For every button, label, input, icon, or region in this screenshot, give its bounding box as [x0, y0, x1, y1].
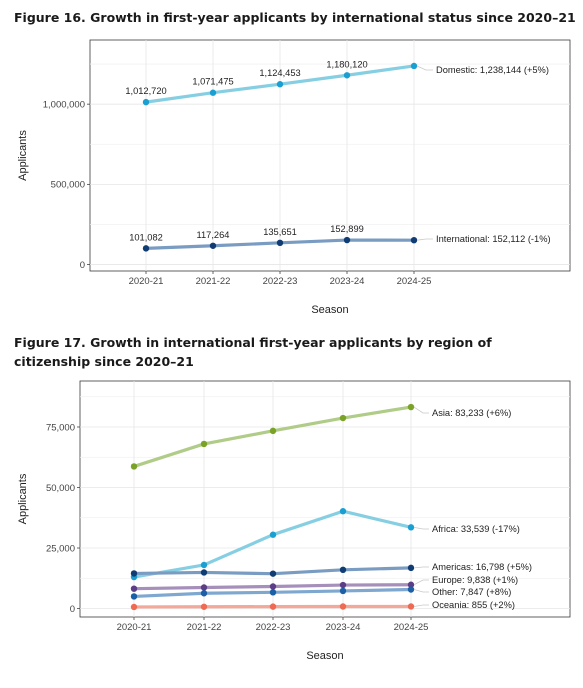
y-tick-label: 1,000,000 — [43, 99, 85, 110]
international-data-label: 135,651 — [263, 227, 297, 237]
domestic-data-point — [142, 98, 150, 106]
oceania-data-point — [407, 603, 415, 610]
europe-data-point — [407, 581, 415, 588]
oceania-data-point — [269, 603, 277, 610]
international-end-label-leader — [416, 238, 433, 241]
asia-data-point — [339, 414, 347, 422]
americas-end-label-leader — [413, 566, 429, 569]
asia-data-point — [130, 463, 138, 470]
x-tick-label: 2023-24 — [330, 276, 365, 287]
europe-end-label: Europe: 9,838 (+1%) — [432, 575, 518, 585]
africa-end-label-leader — [413, 526, 429, 530]
international-data-point — [343, 236, 351, 244]
other-data-point — [200, 590, 208, 597]
africa-data-point — [269, 531, 277, 538]
domestic-end-label: Domestic: 1,238,144 (+5%) — [436, 65, 549, 75]
europe-data-point — [269, 583, 277, 590]
y-tick-label: 0 — [70, 604, 75, 615]
domestic-data-label: 1,180,120 — [326, 59, 367, 69]
europe-data-point — [339, 581, 347, 589]
x-tick-label: 2020-21 — [117, 622, 152, 633]
y-axis-title: Applicants — [17, 473, 29, 524]
asia-data-point — [407, 403, 415, 411]
domestic-data-point — [209, 89, 217, 96]
international-data-label: 152,899 — [330, 224, 364, 234]
americas-data-point — [200, 569, 208, 576]
y-tick-label: 0 — [80, 260, 85, 271]
europe-data-point — [200, 584, 208, 591]
other-data-point — [130, 593, 138, 600]
international-data-point — [142, 245, 150, 252]
domestic-end-label-leader — [416, 65, 433, 71]
asia-end-label: Asia: 83,233 (+6%) — [432, 408, 511, 418]
x-axis-title: Season — [311, 304, 348, 316]
europe-data-point — [130, 585, 138, 592]
international-end-label: International: 152,112 (-1%) — [436, 234, 551, 244]
other-data-point — [269, 589, 277, 596]
africa-data-point — [407, 524, 415, 531]
other-data-point — [339, 587, 347, 595]
americas-data-point — [269, 570, 277, 577]
x-tick-label: 2023-24 — [326, 622, 361, 633]
africa-data-point — [339, 508, 347, 515]
oceania-end-label: Oceania: 855 (+2%) — [432, 600, 515, 610]
international-data-label: 117,264 — [197, 230, 230, 240]
oceania-data-point — [339, 603, 347, 610]
y-axis-title: Applicants — [17, 130, 29, 181]
domestic-data-label: 1,124,453 — [259, 68, 300, 78]
international-data-point — [276, 239, 284, 247]
other-end-label-leader — [413, 589, 429, 593]
international-data-point — [209, 242, 217, 249]
x-tick-label: 2024-25 — [394, 622, 429, 633]
international-data-label: 101,082 — [129, 232, 163, 242]
x-tick-label: 2022-23 — [256, 622, 291, 633]
figure-16-title: Figure 16. Growth in first-year applican… — [14, 10, 576, 25]
plot-frame — [89, 39, 571, 272]
oceania-data-point — [200, 603, 208, 610]
figure-17-title: Figure 17. Growth in international first… — [14, 335, 492, 369]
americas-data-point — [130, 570, 138, 577]
domestic-data-point — [343, 72, 351, 79]
americas-data-point — [339, 566, 347, 573]
asia-data-point — [200, 440, 208, 448]
domestic-data-point — [410, 62, 418, 70]
x-tick-label: 2020-21 — [129, 276, 164, 287]
x-tick-label: 2021-22 — [187, 622, 222, 633]
europe-end-label-leader — [413, 579, 429, 586]
africa-end-label: Africa: 33,539 (-17%) — [432, 524, 520, 534]
other-end-label: Other: 7,847 (+8%) — [432, 587, 511, 597]
domestic-data-point — [276, 81, 284, 88]
oceania-end-label-leader — [413, 604, 429, 607]
oceania-data-point — [130, 603, 138, 611]
asia-end-label-leader — [413, 406, 429, 414]
y-tick-label: 500,000 — [51, 180, 85, 191]
americas-end-label: Americas: 16,798 (+5%) — [432, 562, 532, 572]
y-tick-label: 75,000 — [46, 422, 75, 433]
x-axis-title: Season — [306, 650, 343, 662]
x-tick-label: 2021-22 — [196, 276, 231, 287]
africa-data-point — [200, 561, 208, 569]
domestic-data-label: 1,012,720 — [125, 86, 166, 96]
y-tick-label: 50,000 — [46, 483, 75, 494]
other-data-point — [407, 586, 415, 593]
international-data-point — [410, 236, 418, 244]
domestic-data-label: 1,071,475 — [192, 77, 233, 87]
asia-data-point — [269, 427, 277, 435]
x-tick-label: 2024-25 — [397, 276, 432, 287]
americas-data-point — [407, 564, 415, 572]
y-tick-label: 25,000 — [46, 543, 75, 554]
x-tick-label: 2022-23 — [263, 276, 298, 287]
